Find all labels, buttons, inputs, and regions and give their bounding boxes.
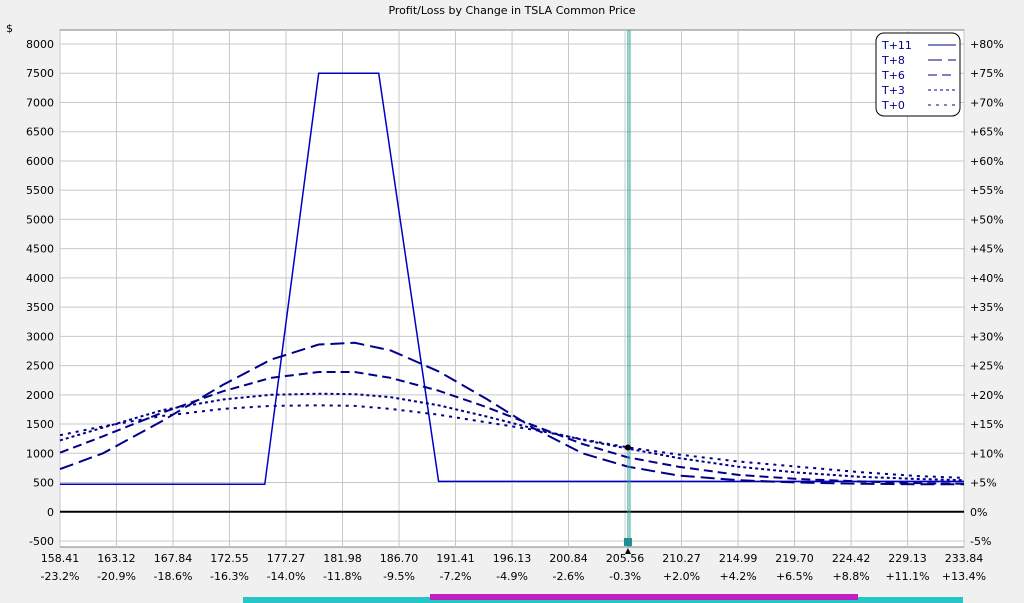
x-tick-label: 172.55	[210, 552, 249, 565]
x-percent-label: +6.5%	[776, 570, 813, 583]
x-tick-label: 219.70	[775, 552, 814, 565]
y-tick-label: 1000	[26, 447, 54, 460]
price-cursor-handle	[623, 538, 632, 546]
x-tick-label: 167.84	[154, 552, 193, 565]
x-tick-label: 196.13	[493, 552, 532, 565]
y-tick-label: 500	[33, 477, 54, 490]
current-value-marker	[624, 444, 631, 451]
x-percent-label: -20.9%	[97, 570, 136, 583]
chart-title: Profit/Loss by Change in TSLA Common Pri…	[388, 4, 636, 17]
y-tick-label: 8000	[26, 38, 54, 51]
y-tick-label: 5000	[26, 213, 54, 226]
y-right-tick-label: +15%	[970, 418, 1004, 431]
x-percent-label: -23.2%	[41, 570, 80, 583]
y-tick-label: 6500	[26, 126, 54, 139]
y-tick-label: -500	[29, 535, 54, 548]
y-tick-label: 5500	[26, 184, 54, 197]
y-right-tick-label: +60%	[970, 155, 1004, 168]
y-right-tick-label: +25%	[970, 360, 1004, 373]
y-right-tick-label: +35%	[970, 301, 1004, 314]
x-percent-label: +4.2%	[720, 570, 757, 583]
legend-label: T+3	[881, 84, 905, 97]
y-tick-label: 3000	[26, 330, 54, 343]
cursor-arrow-icon	[624, 548, 631, 554]
x-tick-label: 229.13	[888, 552, 927, 565]
y-right-tick-label: -5%	[970, 535, 991, 548]
y-right-tick-label: +70%	[970, 96, 1004, 109]
y-tick-label: 3500	[26, 301, 54, 314]
y-right-tick-label: +50%	[970, 213, 1004, 226]
legend-label: T+6	[881, 69, 905, 82]
legend: T+11 T+8 T+6 T+3 T+0	[875, 32, 961, 117]
x-tick-label: 214.99	[719, 552, 758, 565]
x-tick-label: 210.27	[662, 552, 701, 565]
range-highlight-bar[interactable]	[430, 594, 858, 600]
x-percent-label: -9.5%	[383, 570, 415, 583]
x-percent-label: -4.9%	[496, 570, 528, 583]
y-right-tick-label: +20%	[970, 389, 1004, 402]
y-right-tick-label: +45%	[970, 243, 1004, 256]
y-tick-label: 0	[47, 506, 54, 519]
x-percent-label: +11.1%	[885, 570, 929, 583]
y-right-tick-labels: -5% 0% +5% +10% +15% +20% +25% +30% +35% +40% +45%…	[970, 38, 1004, 548]
x-percent-label: +2.0%	[663, 570, 700, 583]
series-line-tplus3	[59, 392, 965, 482]
x-percent-label: -0.3%	[609, 570, 641, 583]
legend-label: T+8	[881, 54, 905, 67]
y-tick-label: 7000	[26, 96, 54, 109]
legend-label: T+11	[881, 39, 912, 52]
legend-box	[875, 32, 961, 117]
x-tick-label: 224.42	[832, 552, 871, 565]
y-unit-label: $	[6, 22, 13, 35]
x-percent-label: -16.3%	[210, 570, 249, 583]
x-percent-label: +13.4%	[942, 570, 986, 583]
y-tick-label: 2000	[26, 389, 54, 402]
y-right-tick-label: +55%	[970, 184, 1004, 197]
legend-label: T+0	[881, 99, 905, 112]
y-right-tick-label: +40%	[970, 272, 1004, 285]
series-group	[59, 72, 965, 486]
y-tick-label: 2500	[26, 360, 54, 373]
y-right-tick-label: +75%	[970, 67, 1004, 80]
x-tick-label: 186.70	[380, 552, 419, 565]
x-tick-label: 191.41	[436, 552, 475, 565]
y-right-tick-label: +10%	[970, 447, 1004, 460]
x-tick-label: 233.84	[945, 552, 984, 565]
x-tick-label: 163.12	[97, 552, 136, 565]
series-line-tplus0	[59, 404, 965, 479]
x-tick-label: 205.56	[606, 552, 645, 565]
range-bar[interactable]	[243, 597, 963, 603]
y-tick-labels: -500 0 500 1000 1500 2000 2500 3000 3500 4000 4500…	[26, 38, 54, 548]
series-line-tplus6	[59, 371, 965, 485]
y-right-tick-label: +65%	[970, 126, 1004, 139]
series-line-tplus11	[60, 72, 964, 486]
x-percent-label: -2.6%	[553, 570, 585, 583]
x-tick-label: 177.27	[267, 552, 306, 565]
x-tick-labels: 158.41 163.12 167.84 172.55 177.27 181.98 186.…	[41, 552, 984, 565]
x-percent-labels: -23.2% -20.9% -18.6% -16.3% -14.0% -11.8% -9.5…	[41, 570, 987, 583]
y-right-tick-label: 0%	[970, 506, 987, 519]
x-percent-label: -7.2%	[440, 570, 472, 583]
price-cursor-group[interactable]	[623, 30, 632, 554]
x-percent-label: -14.0%	[267, 570, 306, 583]
y-tick-label: 4000	[26, 272, 54, 285]
y-tick-label: 1500	[26, 418, 54, 431]
series-line-tplus8	[59, 341, 964, 486]
y-tick-label: 4500	[26, 243, 54, 256]
y-right-tick-label: +30%	[970, 330, 1004, 343]
x-tick-label: 158.41	[41, 552, 80, 565]
x-tick-label: 181.98	[323, 552, 362, 565]
y-right-tick-label: +80%	[970, 38, 1004, 51]
y-tick-label: 6000	[26, 155, 54, 168]
x-percent-label: +8.8%	[833, 570, 870, 583]
y-tick-label: 7500	[26, 67, 54, 80]
x-percent-label: -11.8%	[323, 570, 362, 583]
x-tick-label: 200.84	[549, 552, 588, 565]
x-percent-label: -18.6%	[154, 570, 193, 583]
y-right-tick-label: +5%	[970, 477, 997, 490]
